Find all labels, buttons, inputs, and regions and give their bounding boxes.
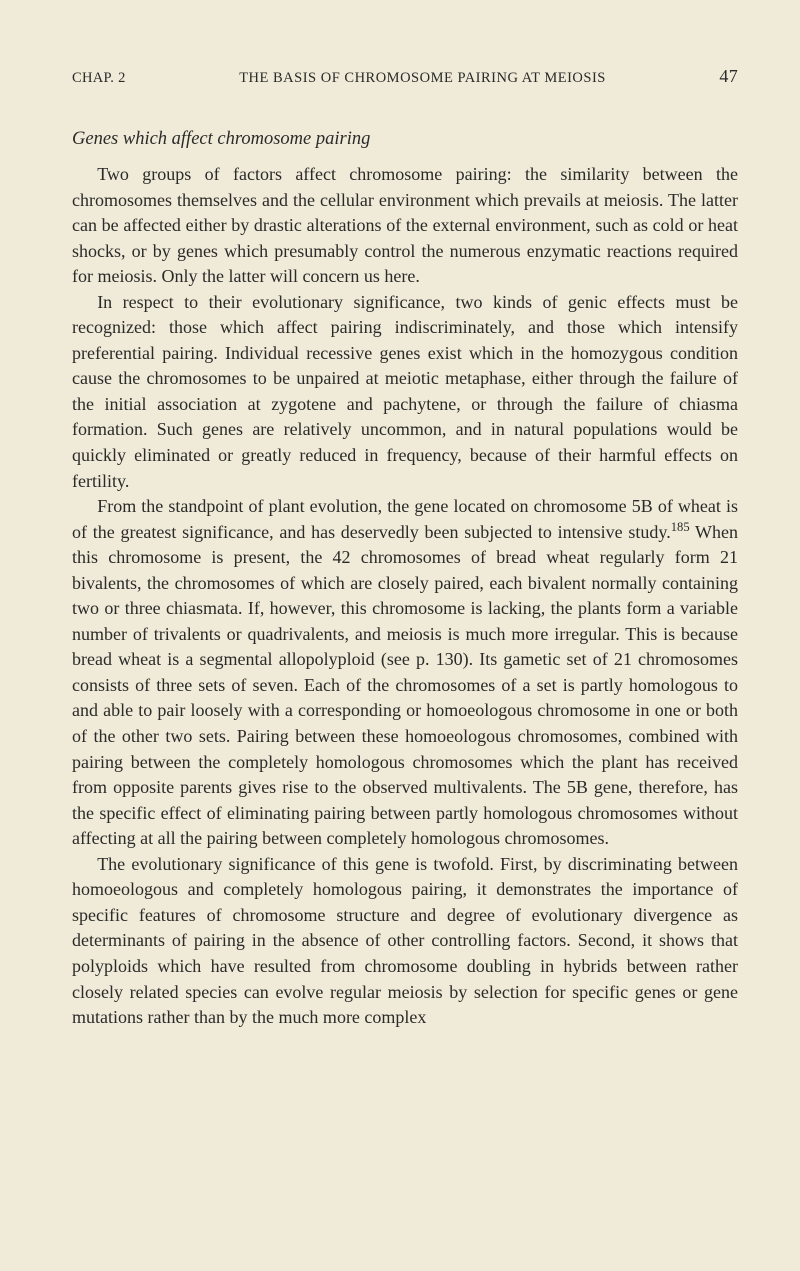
paragraph-text: When this chromosome is present, the 42 …: [72, 522, 738, 849]
running-header: CHAP. 2 THE BASIS OF CHROMOSOME PAIRING …: [72, 66, 738, 87]
chapter-label: CHAP. 2: [72, 70, 126, 87]
paragraph: In respect to their evolutionary signifi…: [72, 290, 738, 494]
footnote-ref: 185: [671, 520, 690, 534]
paragraph: Two groups of factors affect chromosome …: [72, 162, 738, 290]
paragraph-text: From the standpoint of plant evolution, …: [72, 496, 738, 542]
running-title: THE BASIS OF CHROMOSOME PAIRING AT MEIOS…: [239, 70, 606, 87]
page-number: 47: [719, 66, 738, 87]
body-text: Two groups of factors affect chromosome …: [72, 162, 738, 1031]
paragraph: From the standpoint of plant evolution, …: [72, 494, 738, 852]
section-heading: Genes which affect chromosome pairing: [72, 129, 738, 150]
paragraph: The evolutionary significance of this ge…: [72, 852, 738, 1031]
